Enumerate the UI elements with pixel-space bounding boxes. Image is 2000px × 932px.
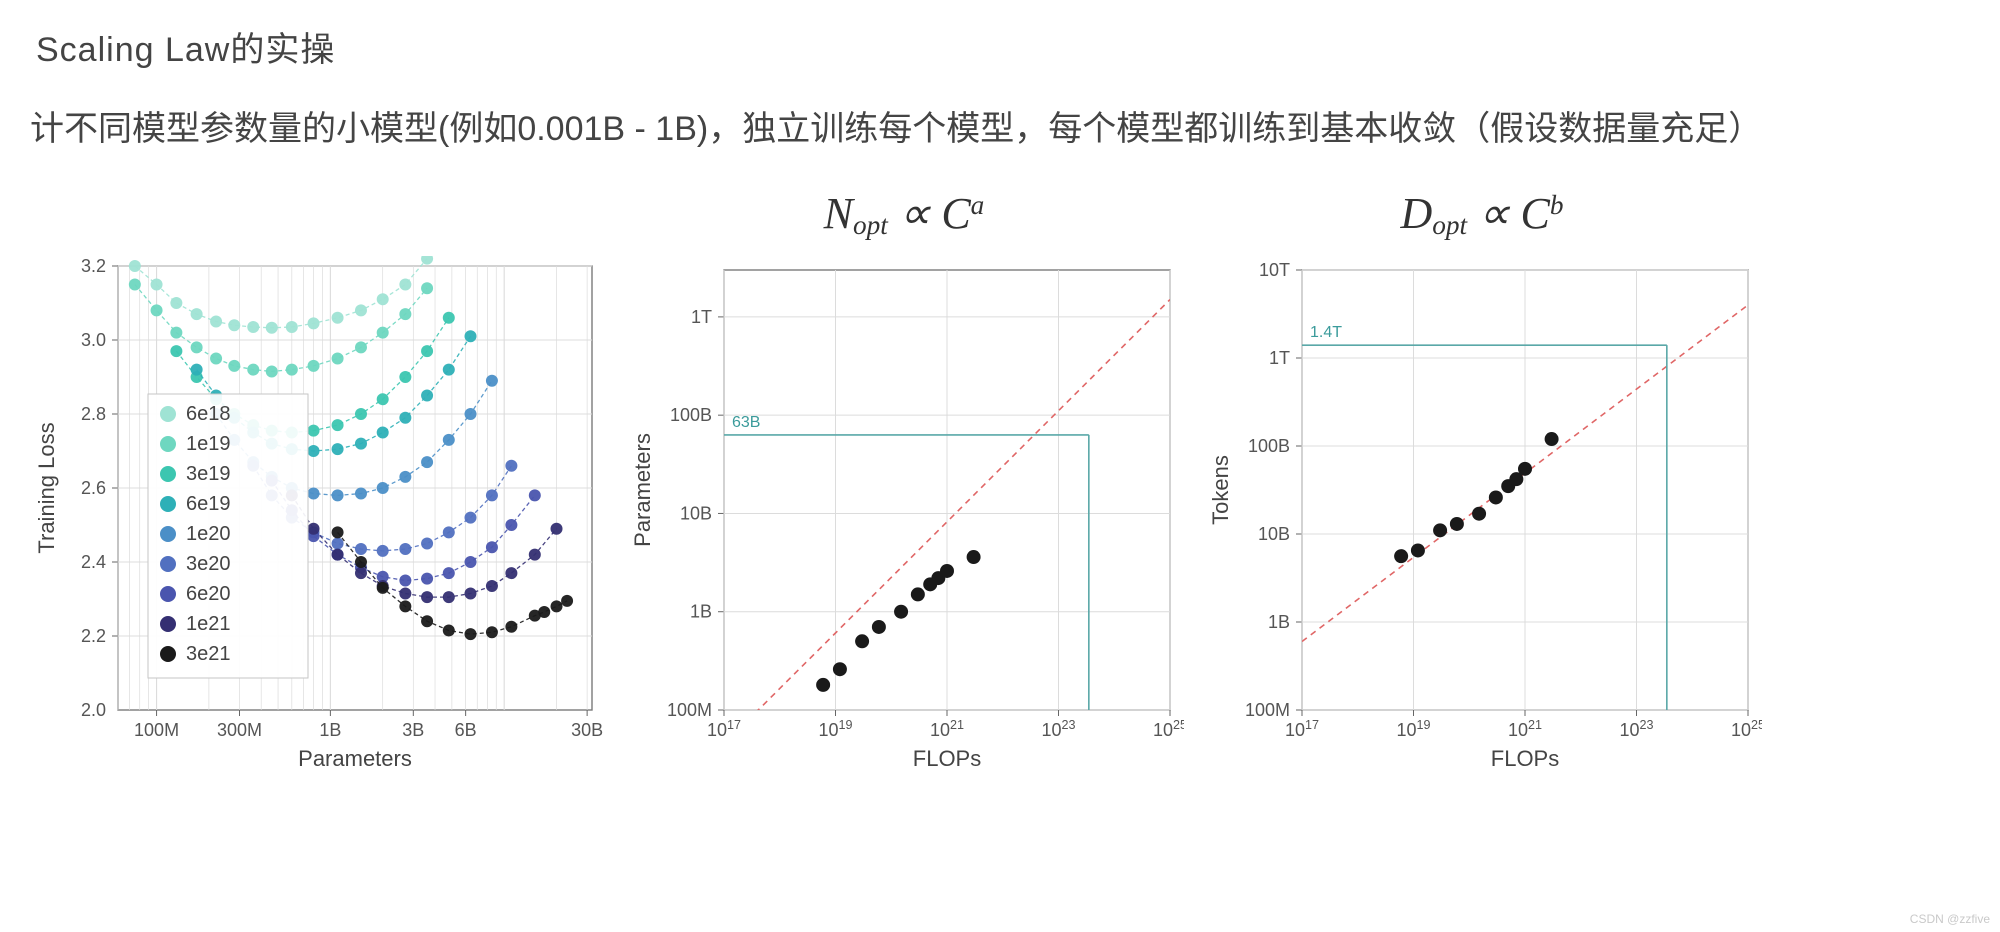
svg-text:100M: 100M xyxy=(667,700,712,720)
svg-text:1e21: 1e21 xyxy=(186,613,231,635)
panel-training-loss: 2.2 2.4 2.6 2.8 3.0 3.2 2.0 100M 300M 1B 3B 6B 30B Pa… xyxy=(30,256,606,776)
page-subtitle: 计不同模型参数量的小模型(例如0.001B - 1B)，独立训练每个模型，每个模… xyxy=(30,105,1970,154)
svg-text:Parameters: Parameters xyxy=(298,746,412,771)
svg-text:3e21: 3e21 xyxy=(186,643,231,665)
svg-text:6e20: 6e20 xyxy=(186,583,231,605)
svg-text:2.2: 2.2 xyxy=(81,626,106,646)
svg-text:1019: 1019 xyxy=(818,718,852,740)
svg-text:63B: 63B xyxy=(732,414,760,431)
chart-training-loss: 2.2 2.4 2.6 2.8 3.0 3.2 2.0 100M 300M 1B 3B 6B 30B Pa… xyxy=(30,256,606,776)
svg-text:1B: 1B xyxy=(690,602,712,622)
page-root: Scaling Law的实操 计不同模型参数量的小模型(例如0.001B - 1… xyxy=(0,0,2000,932)
svg-text:3.0: 3.0 xyxy=(81,330,106,350)
svg-text:1021: 1021 xyxy=(1508,718,1542,740)
svg-text:FLOPs: FLOPs xyxy=(913,746,981,771)
svg-text:100B: 100B xyxy=(670,405,712,425)
svg-text:1019: 1019 xyxy=(1396,718,1430,740)
charts-row: 2.2 2.4 2.6 2.8 3.0 3.2 2.0 100M 300M 1B 3B 6B 30B Pa… xyxy=(30,172,1970,776)
svg-text:FLOPs: FLOPs xyxy=(1491,746,1559,771)
svg-text:30B: 30B xyxy=(571,720,603,740)
formula-nopt: Nopt ∝ Ca xyxy=(824,172,985,256)
svg-text:1017: 1017 xyxy=(707,718,741,740)
svg-text:1025: 1025 xyxy=(1153,718,1184,740)
svg-text:1.4T: 1.4T xyxy=(1310,324,1342,341)
chart-parameters-vs-flops: 100M 1B 10B 100B 1T 1017 1019 1021 1023 1025 FLOPs… xyxy=(624,256,1184,776)
svg-text:2.4: 2.4 xyxy=(81,552,106,572)
svg-text:6B: 6B xyxy=(455,720,477,740)
panel-tokens: Dopt ∝ Cb 100M 1B 10B 100B 1T 10T 1017 1019 1021… xyxy=(1202,172,1762,776)
page-title: Scaling Law的实操 xyxy=(36,22,1970,71)
svg-text:1021: 1021 xyxy=(930,718,964,740)
svg-text:300M: 300M xyxy=(217,720,262,740)
svg-text:100M: 100M xyxy=(134,720,179,740)
svg-text:2.6: 2.6 xyxy=(81,478,106,498)
svg-text:1T: 1T xyxy=(1269,348,1290,368)
svg-text:3e19: 3e19 xyxy=(186,463,231,485)
svg-text:1B: 1B xyxy=(319,720,341,740)
svg-text:10T: 10T xyxy=(1259,260,1290,280)
svg-text:2.8: 2.8 xyxy=(81,404,106,424)
svg-text:Training Loss: Training Loss xyxy=(34,423,59,554)
panel-parameters: Nopt ∝ Ca 100M 1B 10B 100B 1T 1017 1019 1021 102… xyxy=(624,172,1184,776)
chart-tokens-vs-flops: 100M 1B 10B 100B 1T 10T 1017 1019 1021 1023 1025 FL… xyxy=(1202,256,1762,776)
svg-text:1B: 1B xyxy=(1268,612,1290,632)
svg-text:Parameters: Parameters xyxy=(630,433,655,547)
svg-text:1T: 1T xyxy=(691,307,712,327)
formula-dopt: Dopt ∝ Cb xyxy=(1400,172,1563,256)
svg-text:1e20: 1e20 xyxy=(186,523,231,545)
watermark: CSDN @zzfive xyxy=(1910,912,1990,926)
svg-text:3e20: 3e20 xyxy=(186,553,231,575)
svg-text:1023: 1023 xyxy=(1041,718,1075,740)
svg-text:1023: 1023 xyxy=(1619,718,1653,740)
svg-text:6e18: 6e18 xyxy=(186,403,231,425)
svg-text:3B: 3B xyxy=(402,720,424,740)
svg-text:3.2: 3.2 xyxy=(81,256,106,276)
svg-text:100M: 100M xyxy=(1245,700,1290,720)
svg-text:1e19: 1e19 xyxy=(186,433,231,455)
svg-text:Tokens: Tokens xyxy=(1208,455,1233,525)
svg-text:100B: 100B xyxy=(1248,436,1290,456)
svg-text:1025: 1025 xyxy=(1731,718,1762,740)
svg-text:10B: 10B xyxy=(1258,524,1290,544)
svg-text:10B: 10B xyxy=(680,504,712,524)
svg-text:2.0: 2.0 xyxy=(81,700,106,720)
svg-text:1017: 1017 xyxy=(1285,718,1319,740)
svg-text:6e19: 6e19 xyxy=(186,493,231,515)
